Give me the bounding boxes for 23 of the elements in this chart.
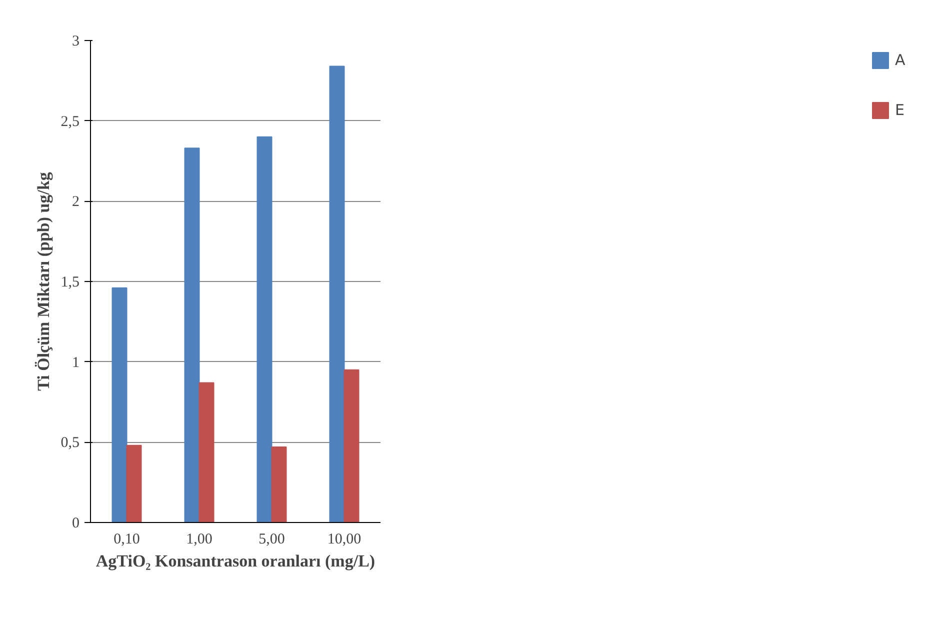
- bar: [256, 136, 272, 522]
- x-tick-label: 5,00: [258, 532, 285, 548]
- bar: [271, 446, 287, 522]
- y-tick-label: 0,5: [60, 435, 80, 452]
- y-tick-label: 2,5: [60, 114, 80, 130]
- bar: [344, 369, 360, 522]
- x-axis-title: AgTiO₂ Konsantrason oranları (mg/L): [96, 552, 376, 570]
- bar: [329, 66, 345, 522]
- y-axis-title: Ti Ölçüm Miktarı (ppb) ug/kg: [34, 172, 53, 391]
- y-tick-label: 2: [72, 194, 80, 210]
- y-tick-label: 0: [72, 516, 80, 532]
- y-tick-label: 1,5: [60, 274, 80, 290]
- x-tick-label: 0,10: [114, 532, 140, 548]
- bar: [112, 287, 128, 522]
- bar: [184, 148, 200, 522]
- bar: [126, 444, 142, 522]
- legend-label: A: [895, 51, 906, 69]
- legend-label: E: [895, 101, 906, 119]
- y-tick-label: 1: [72, 354, 80, 371]
- x-tick-label: 1,00: [186, 532, 212, 548]
- x-tick-label: 10,00: [327, 532, 362, 548]
- y-tick-label: 3: [72, 34, 80, 50]
- bar: [198, 382, 214, 522]
